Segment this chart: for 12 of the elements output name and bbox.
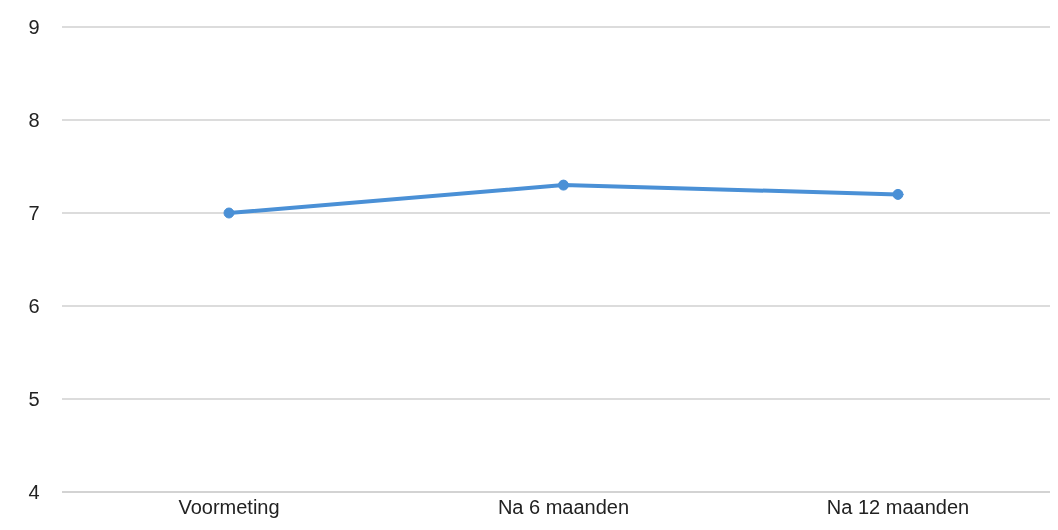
point [558,179,569,191]
x-tick-label: Voormeting [178,496,280,519]
x-tick-label: Na 6 maanden [497,496,630,519]
y-tick-label: 4 [28,481,40,504]
point [223,207,235,219]
y-tick-label: 7 [28,202,40,225]
y-tick-label: 6 [28,295,40,318]
y-tick-label: 9 [28,16,40,39]
point [892,188,904,200]
y-tick-label: 8 [28,109,40,132]
x-tick-label: Na 12 maanden [826,496,970,519]
y-tick-label: 5 [28,388,40,411]
